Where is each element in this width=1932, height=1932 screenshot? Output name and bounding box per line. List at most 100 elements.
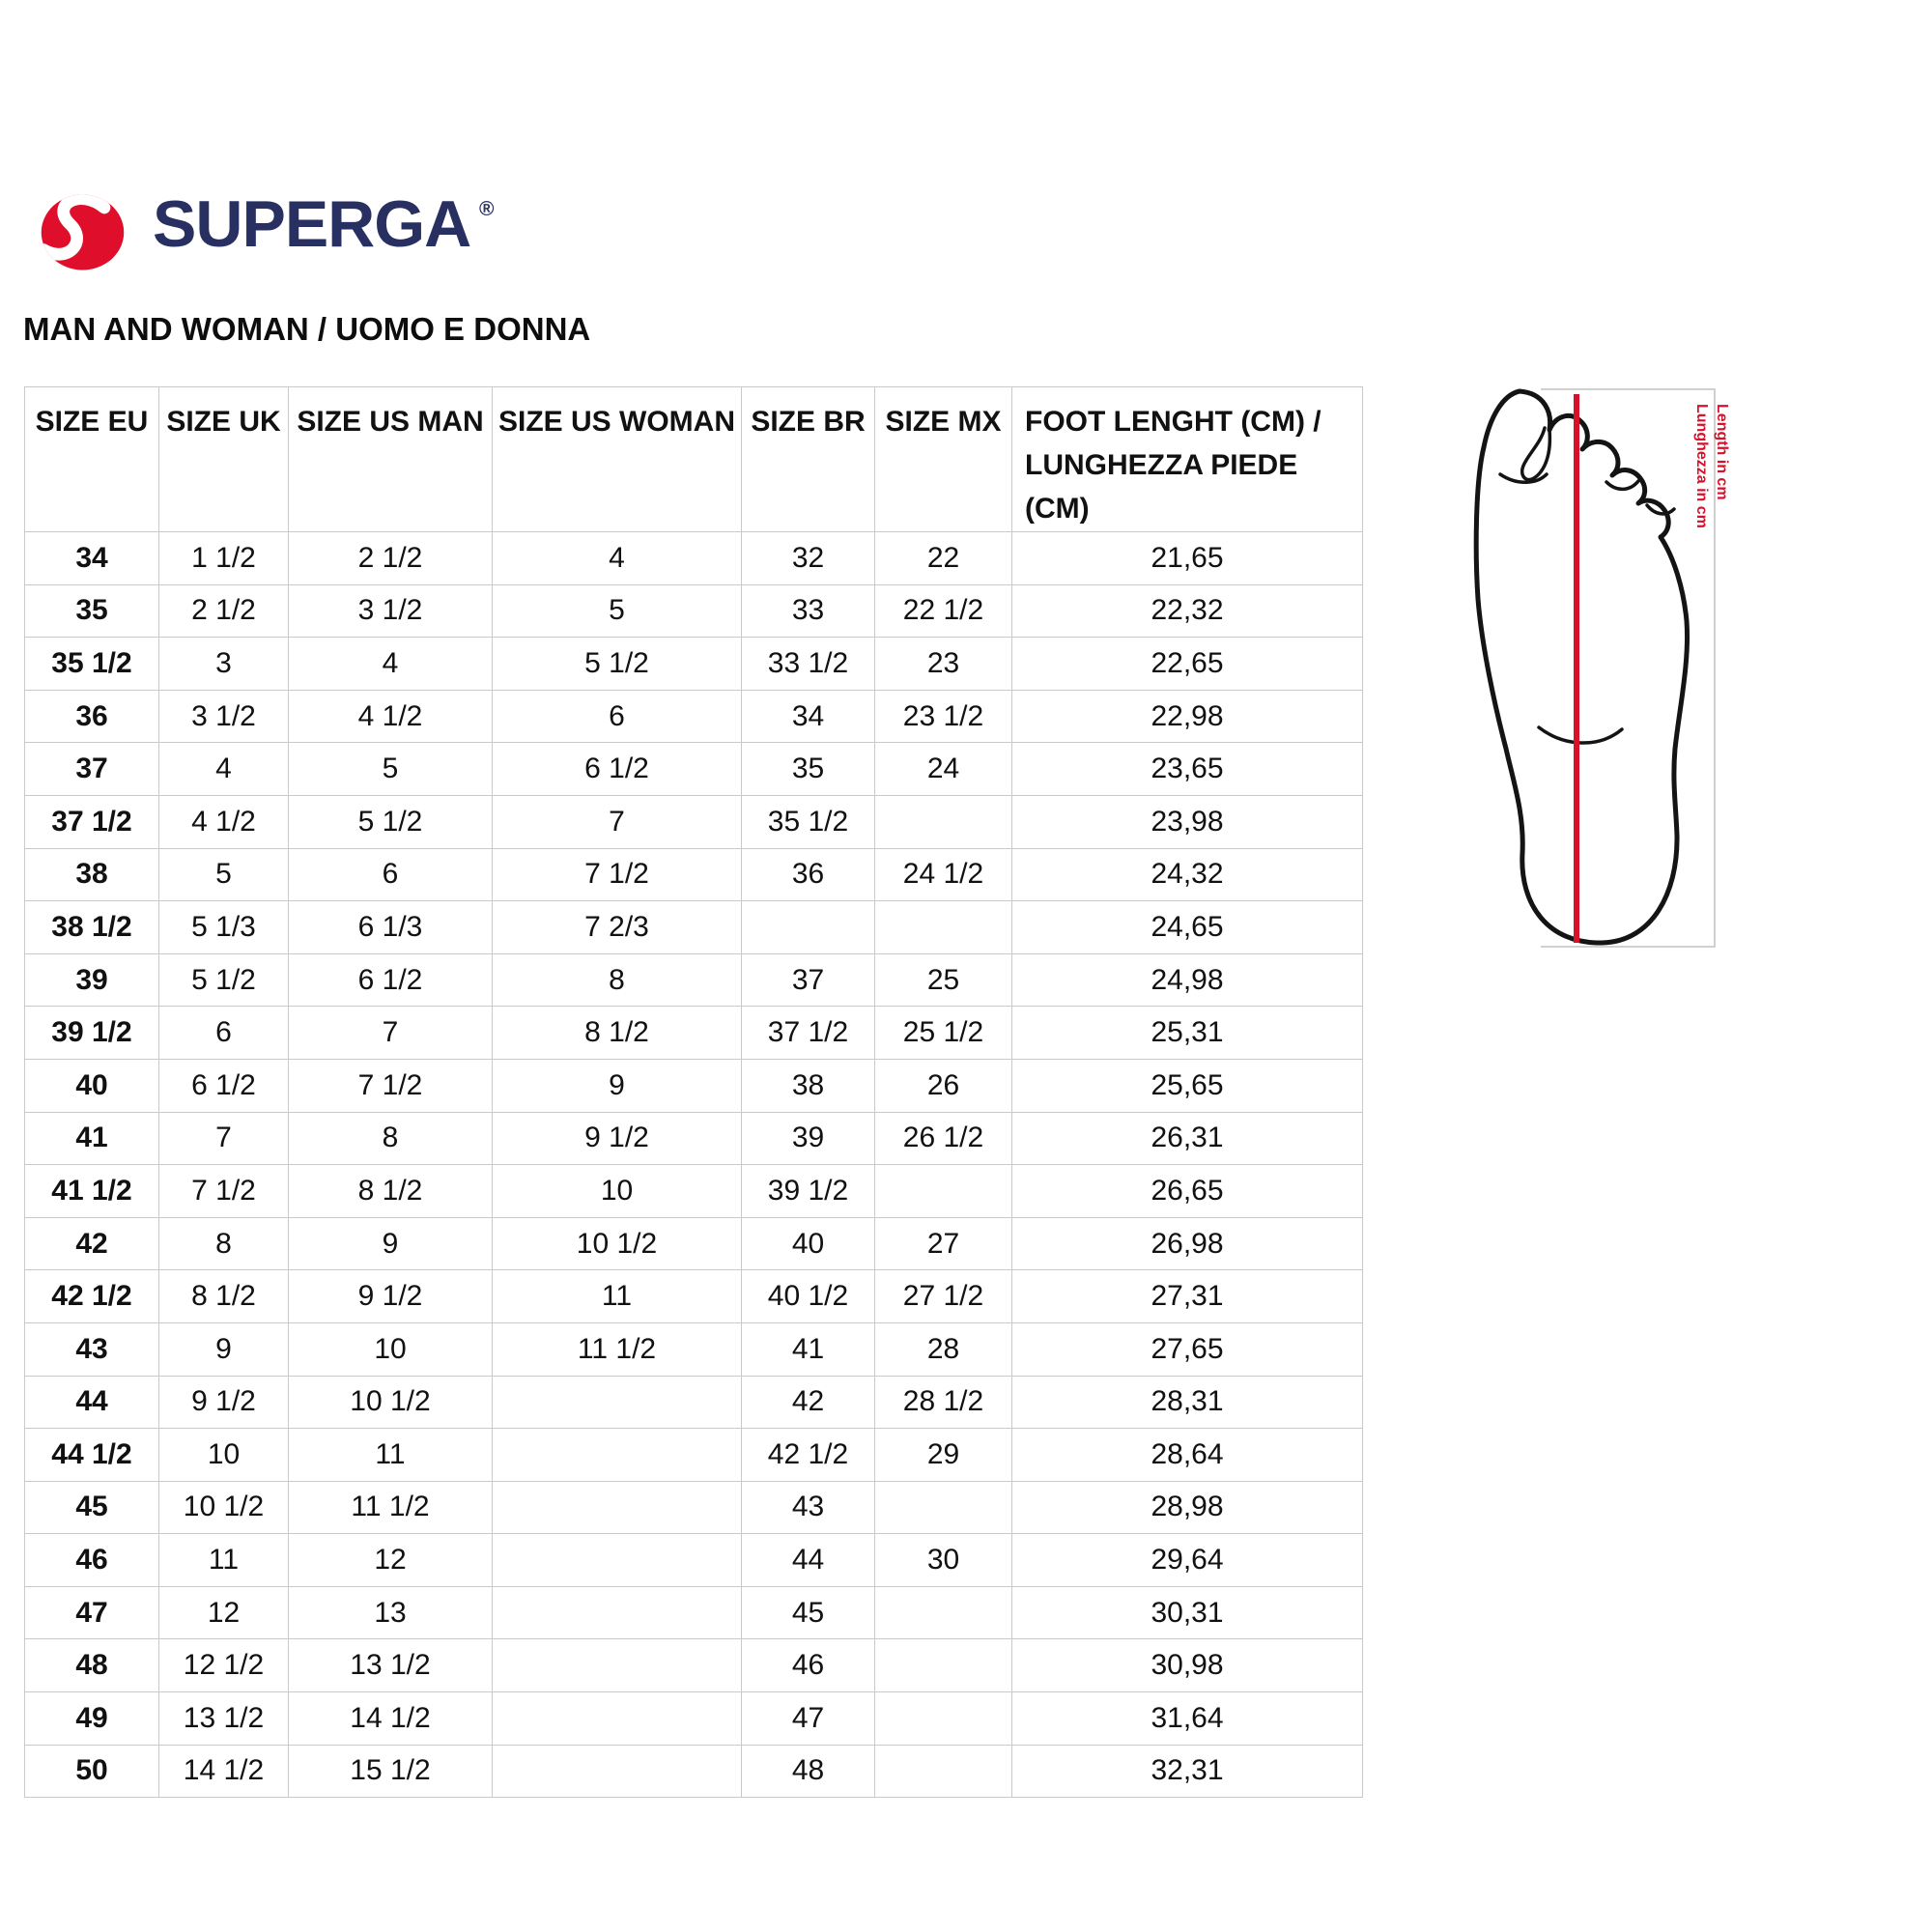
size-cell: 26,65 [1011,1164,1363,1218]
big-toe-crease [1520,426,1552,482]
size-cell: 22,98 [1011,689,1363,744]
column-header-1: SIZE EU [24,386,159,532]
size-cell: 4 [288,637,493,691]
size-cell: 48 [24,1638,159,1693]
size-cell: 24,65 [1011,900,1363,954]
size-cell: 27 1/2 [874,1269,1012,1323]
size-cell: 23,98 [1011,794,1363,849]
size-cell: 39 [741,1111,875,1166]
size-cell: 42 1/2 [24,1269,159,1323]
size-cell: 36 [741,847,875,902]
size-cell: 5 [492,583,742,639]
size-cell: 35 1/2 [24,637,159,691]
size-cell: 24,98 [1011,952,1363,1008]
size-cell: 28,98 [1011,1480,1363,1535]
size-cell: 34 [24,531,159,585]
size-cell: 6 [158,1006,289,1060]
size-cell: 31,64 [1011,1691,1363,1746]
size-cell: 39 1/2 [24,1006,159,1060]
table-row: 37 4 5 6 1/2 35 24 23,65 [24,742,1363,796]
size-cell: 24,32 [1011,847,1363,902]
size-cell: 44 1/2 [24,1428,159,1482]
size-cell: 34 [741,689,875,744]
size-cell [874,1164,1012,1218]
size-cell [492,1744,742,1799]
brand-name: SUPERGA [153,187,471,261]
size-cell [874,1691,1012,1746]
size-cell: 21,65 [1011,531,1363,585]
size-cell: 9 [492,1058,742,1113]
size-cell: 28,31 [1011,1375,1363,1430]
size-cell: 22,65 [1011,637,1363,691]
size-cell: 9 1/2 [492,1111,742,1166]
size-cell: 50 [24,1744,159,1799]
size-cell: 7 [158,1111,289,1166]
size-cell: 40 [741,1216,875,1271]
page-title: MAN AND WOMAN / UOMO E DONNA [23,311,591,347]
size-cell: 41 [741,1321,875,1377]
size-cell: 23,65 [1011,742,1363,796]
size-cell: 8 [492,952,742,1008]
size-cell: 2 1/2 [288,531,493,585]
size-cell: 27,65 [1011,1321,1363,1377]
table-row: 34 1 1/2 2 1/2 4 32 22 21,65 [24,531,1363,585]
size-cell: 47 [24,1585,159,1640]
heel-crease [1537,725,1624,745]
table-body: 34 1 1/2 2 1/2 4 32 22 21,65 35 2 1/2 3 1/2 5 33 22 … [24,531,1363,1799]
size-cell: 6 1/2 [158,1058,289,1113]
column-header-7: FOOT LENGHT (CM) / LUNGHEZZA PIEDE (CM) [1011,386,1363,532]
size-cell [874,1480,1012,1535]
size-cell: 29,64 [1011,1533,1363,1587]
table-row: 47 12 13 45 30,31 [24,1585,1363,1640]
size-cell: 25 [874,952,1012,1008]
size-cell: 44 [741,1533,875,1587]
size-cell [492,1533,742,1587]
size-cell: 33 [741,583,875,639]
size-cell: 22,32 [1011,583,1363,639]
size-cell: 14 1/2 [158,1744,289,1799]
size-cell: 7 1/2 [492,847,742,902]
size-cell: 39 [24,952,159,1008]
header-row: SIZE EU SIZE UK SIZE US MAN SIZE US WOMAN SI… [24,386,1363,532]
size-cell: 3 [158,637,289,691]
size-cell: 12 [158,1585,289,1640]
size-cell: 10 1/2 [288,1375,493,1430]
table-row: 36 3 1/2 4 1/2 6 34 23 1/2 22,98 [24,689,1363,744]
size-cell: 42 1/2 [741,1428,875,1482]
table-row: 50 14 1/2 15 1/2 48 32,31 [24,1744,1363,1799]
superga-logo: SUPERGA ® [27,182,568,288]
size-cell: 9 [158,1321,289,1377]
size-cell: 10 [492,1164,742,1218]
table-row: 44 1/2 10 11 42 1/2 29 28,64 [24,1428,1363,1482]
size-cell: 6 1/2 [288,952,493,1008]
size-cell: 11 1/2 [288,1480,493,1535]
table-row: 48 12 1/2 13 1/2 46 30,98 [24,1638,1363,1693]
size-cell: 37 1/2 [741,1006,875,1060]
size-cell: 7 1/2 [288,1058,493,1113]
size-cell: 26,98 [1011,1216,1363,1271]
table-row: 38 1/2 5 1/3 6 1/3 7 2/3 24,65 [24,900,1363,954]
size-cell [874,794,1012,849]
table-row: 38 5 6 7 1/2 36 24 1/2 24,32 [24,847,1363,902]
size-cell: 13 [288,1585,493,1640]
size-cell: 7 2/3 [492,900,742,954]
size-cell: 7 [288,1006,493,1060]
size-cell: 35 [24,583,159,639]
size-cell: 43 [741,1480,875,1535]
table-row: 35 1/2 3 4 5 1/2 33 1/2 23 22,65 [24,637,1363,691]
size-cell: 24 [874,742,1012,796]
size-cell: 40 1/2 [741,1269,875,1323]
size-cell: 6 1/2 [492,742,742,796]
superga-s-icon [41,194,125,270]
size-cell: 40 [24,1058,159,1113]
table-row: 40 6 1/2 7 1/2 9 38 26 25,65 [24,1058,1363,1113]
size-cell: 23 1/2 [874,689,1012,744]
size-cell: 28 1/2 [874,1375,1012,1430]
size-cell: 47 [741,1691,875,1746]
size-cell: 8 1/2 [492,1006,742,1060]
size-cell [874,900,1012,954]
size-cell: 11 [492,1269,742,1323]
size-cell: 41 1/2 [24,1164,159,1218]
size-cell: 26 [874,1058,1012,1113]
size-cell: 28,64 [1011,1428,1363,1482]
